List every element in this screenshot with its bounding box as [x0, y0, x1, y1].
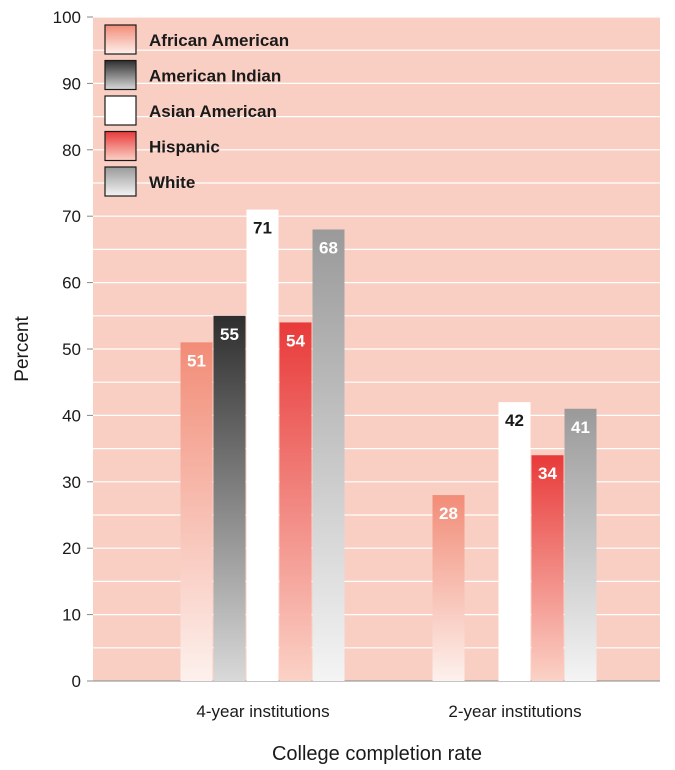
- bar: [564, 408, 597, 681]
- y-tick-label: 90: [62, 74, 81, 93]
- y-tick-label: 60: [62, 274, 81, 293]
- bar: [279, 322, 312, 681]
- y-tick-label: 40: [62, 406, 81, 425]
- data-label: 42: [505, 411, 524, 430]
- legend-label: White: [149, 173, 195, 192]
- y-axis-label: Percent: [12, 316, 33, 382]
- legend-swatch: [104, 24, 137, 55]
- data-label: 55: [220, 325, 239, 344]
- data-label: 34: [538, 464, 557, 483]
- data-label: 54: [286, 331, 305, 350]
- legend-swatch: [104, 130, 137, 162]
- bar: [180, 342, 213, 681]
- y-tick-label: 0: [72, 672, 81, 691]
- y-tick-label: 70: [62, 207, 81, 226]
- x-tick-label: 4-year institutions: [196, 702, 329, 721]
- legend-label: Hispanic: [149, 138, 220, 157]
- data-label: 68: [319, 238, 338, 257]
- y-tick-label: 50: [62, 340, 81, 359]
- data-label: 28: [439, 504, 458, 523]
- y-tick-label: 30: [62, 473, 81, 492]
- data-label: 51: [187, 351, 206, 370]
- bar: [312, 229, 345, 682]
- legend-label: Asian American: [149, 102, 277, 121]
- x-tick-label: 2-year institutions: [448, 702, 581, 721]
- legend-label: American Indian: [149, 67, 281, 86]
- legend-swatch: [104, 166, 137, 197]
- bar: [531, 455, 564, 681]
- bar: [498, 402, 531, 681]
- legend-swatch: [104, 95, 137, 126]
- legend-label: African American: [149, 31, 289, 50]
- y-tick-label: 80: [62, 141, 81, 160]
- bars: 51 55 71 54 68 28 42 34 41: [180, 209, 597, 682]
- y-tick-label: 20: [62, 539, 81, 558]
- bar: [432, 495, 465, 681]
- y-axis-ticks: 0 10 20 30 40 50 60 70 80 90 100: [53, 8, 93, 691]
- x-axis-ticks: 4-year institutions 2-year institutions: [196, 702, 581, 721]
- data-label: 41: [571, 418, 590, 437]
- y-tick-label: 10: [62, 606, 81, 625]
- legend: African American American Indian Asian Ame…: [104, 24, 289, 197]
- bar: [246, 209, 279, 681]
- x-axis-label: College completion rate: [272, 743, 482, 765]
- y-tick-label: 100: [53, 8, 81, 27]
- legend-swatch: [104, 59, 137, 91]
- data-label: 71: [253, 219, 272, 238]
- bar: [213, 315, 246, 681]
